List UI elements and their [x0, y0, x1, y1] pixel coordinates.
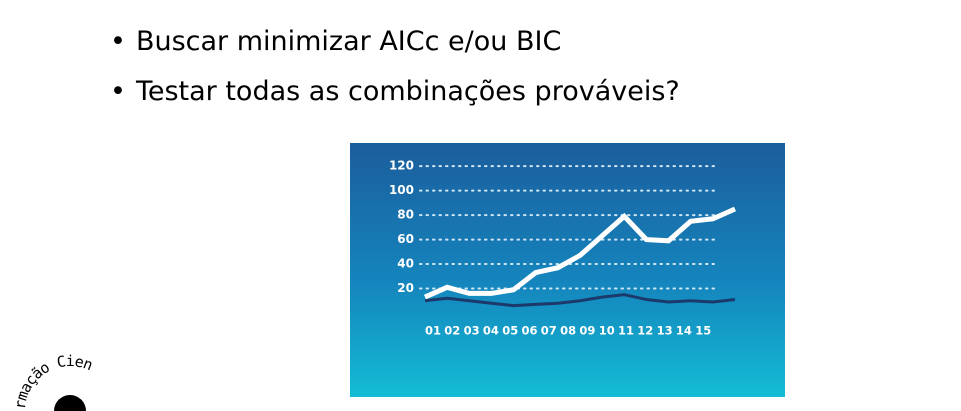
x-tick-label: 03	[464, 324, 480, 338]
x-tick-label: 06	[521, 324, 537, 338]
chart-background	[350, 143, 785, 397]
bullet: Testar todas as combinações prováveis?	[110, 76, 680, 107]
x-tick-label: 04	[483, 324, 499, 338]
y-tick-label: 20	[397, 281, 414, 295]
y-tick-label: 40	[397, 257, 414, 271]
logo-text: rmação Cien	[10, 351, 95, 410]
x-tick-label: 13	[657, 324, 673, 338]
x-tick-label: 15	[695, 324, 711, 338]
x-tick-label: 11	[618, 324, 634, 338]
x-tick-label: 14	[676, 324, 692, 338]
x-tick-label: 08	[560, 324, 576, 338]
x-tick-label: 02	[444, 324, 460, 338]
bullet: Buscar minimizar AICc e/ou BIC	[110, 26, 561, 57]
series-line	[423, 206, 737, 300]
y-tick-label: 60	[397, 232, 414, 246]
x-tick-label: 07	[541, 324, 557, 338]
logo-text: rmação Cien	[10, 351, 95, 410]
logo	[54, 395, 86, 411]
y-tick-label: 80	[397, 208, 414, 222]
x-tick-label: 05	[502, 324, 518, 338]
x-tick-label: 01	[425, 324, 441, 338]
x-tick-label: 09	[579, 324, 595, 338]
x-tick-label: 12	[637, 324, 653, 338]
y-tick-label: 100	[389, 183, 414, 197]
x-tick-label: 10	[599, 324, 615, 338]
y-tick-label: 120	[389, 159, 414, 173]
series-line	[424, 293, 736, 308]
